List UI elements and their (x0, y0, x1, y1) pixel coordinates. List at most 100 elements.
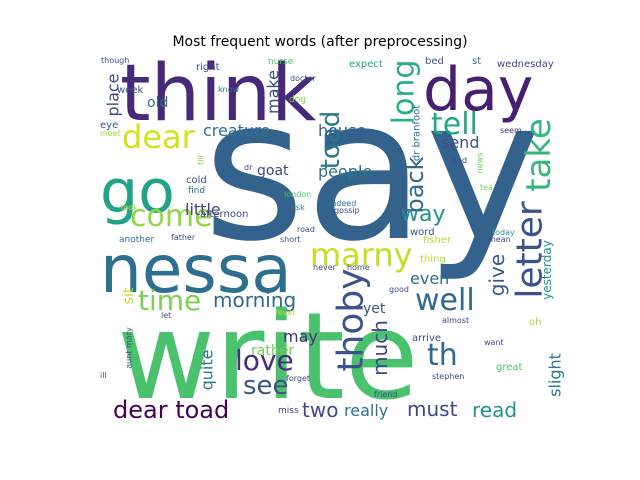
word-eye: eye (100, 120, 118, 131)
word-ill: ill (100, 371, 107, 380)
word-stephen: stephen (432, 372, 464, 381)
word-letter: letter (510, 201, 551, 299)
word-goat: goat (257, 163, 289, 179)
word-week: week (117, 85, 143, 96)
word-really: really (344, 401, 388, 420)
word-dog: dog (289, 95, 306, 105)
word-fisher: fisher (423, 235, 452, 246)
word-expect: expect (349, 59, 383, 70)
word-dear-toad: dear toad (113, 396, 229, 424)
word-house: house (318, 121, 366, 140)
word-forget: forget (286, 374, 310, 383)
word-cold: cold (186, 175, 207, 186)
word-go: go (100, 157, 175, 227)
word-though: though (101, 56, 129, 65)
word-find: find (188, 186, 205, 196)
chart-title: Most frequent words (after preprocessing… (172, 34, 468, 50)
word-quite: quite (198, 350, 217, 391)
word-right: right (196, 62, 220, 73)
word-people: people (318, 162, 372, 181)
word-ask: ask (291, 203, 305, 212)
word-gossip: gossip (334, 206, 360, 215)
word-place: place (104, 73, 123, 116)
word-slight: slight (546, 353, 565, 397)
word-make: make (264, 70, 283, 114)
word-time: time (138, 284, 201, 317)
word-doctor: doctor (290, 74, 316, 83)
word-say: say (203, 57, 541, 285)
word-another: another (119, 235, 154, 245)
word-day: day (423, 55, 533, 125)
word-take: take (519, 118, 559, 192)
word-tea: tea (480, 183, 493, 192)
word-dear: dear (122, 118, 196, 156)
word-arrive: arrive (412, 333, 441, 344)
word-bad: bad (452, 156, 467, 165)
word-almost: almost (442, 316, 469, 325)
word-yesterday: yesterday (540, 240, 554, 300)
word-afternoon: afternoon (200, 209, 248, 220)
word-home: home (347, 263, 370, 272)
word-want: want (484, 338, 504, 347)
word-give: give (485, 254, 509, 296)
word-know: know (218, 85, 240, 94)
word-wednesday: wednesday (497, 59, 554, 70)
word-little: little (185, 200, 221, 219)
word-tell: tell (431, 107, 478, 142)
word-look: look (121, 203, 138, 212)
word-fever: fever (275, 308, 296, 317)
word-nessa: nessa (100, 231, 292, 308)
word-good: good (389, 285, 409, 294)
word-st: st (472, 56, 481, 67)
word-dr-branfoot: dr branfoot (412, 105, 423, 161)
word-indeed: indeed (329, 199, 356, 208)
word-short: short (280, 235, 301, 244)
word-yet: yet (363, 301, 386, 317)
word-seem: seem (500, 126, 522, 135)
word-thoby: thoby (331, 268, 372, 371)
word-way: way (401, 202, 446, 227)
word-sit: sit (121, 287, 137, 304)
word-long: long (387, 60, 422, 125)
word-news: news (476, 153, 485, 174)
word-creature: creature (203, 121, 270, 140)
word-word: word (410, 227, 435, 238)
word-till: till (197, 155, 206, 165)
word-morning: morning (213, 288, 296, 312)
word-oh: oh (529, 317, 541, 328)
word-never: never (313, 263, 337, 272)
word-read: read (472, 398, 517, 422)
word-great: great (496, 362, 523, 373)
word-road: road (297, 225, 315, 234)
word-toad: toad (316, 111, 346, 170)
word-dr: dr (244, 163, 253, 172)
word-bed: bed (425, 56, 444, 67)
word-miss: miss (278, 406, 299, 416)
word-father: father (171, 233, 196, 242)
word-think: think (120, 49, 316, 139)
word-marny: marny (310, 236, 413, 274)
word-thing: thing (420, 254, 446, 265)
word-write: write (117, 288, 419, 427)
word-must: must (407, 397, 458, 421)
word-back: back (401, 156, 429, 213)
word-much: much (368, 320, 392, 376)
word-mean: mean (488, 235, 511, 244)
word-friend: friend (374, 390, 397, 399)
word-love: love (235, 344, 294, 377)
word-let: let (161, 311, 171, 320)
word-two: two (302, 398, 338, 422)
word-th: th (427, 338, 458, 373)
word-nurse: nurse (268, 57, 294, 67)
word-meet: meet (100, 129, 121, 138)
word-aunt-mary: aunt mary (125, 327, 134, 369)
word-send: send (441, 133, 479, 152)
word-see: see (243, 371, 289, 401)
word-come: come (130, 199, 213, 234)
word-may: may (283, 327, 318, 346)
word-well: well (415, 283, 475, 318)
word-rather: rather (251, 343, 294, 359)
word-old: old (147, 95, 168, 111)
word-today: today (492, 228, 515, 237)
